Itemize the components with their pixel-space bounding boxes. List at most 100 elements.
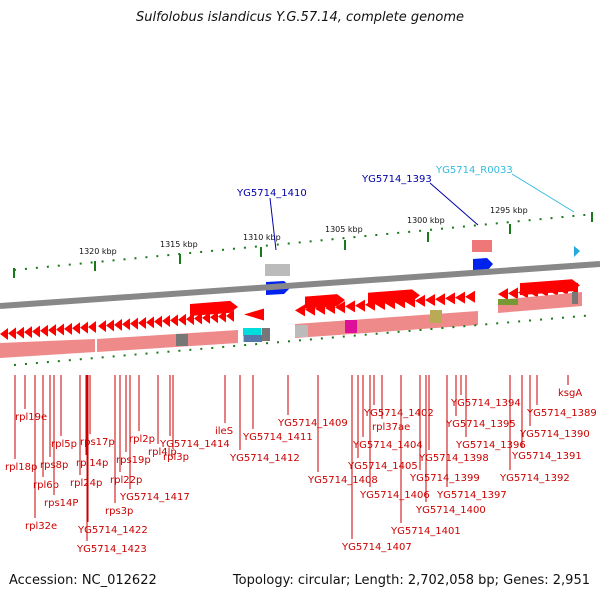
gene-label[interactable]: rpl32e — [25, 521, 57, 532]
gene-label[interactable]: rps19p — [116, 455, 151, 466]
gene-label[interactable]: YG5714_1422 — [77, 525, 148, 536]
reverse-gene-arrow — [385, 297, 395, 310]
gene-arrow-cyan — [574, 246, 580, 257]
gene-label[interactable]: rpl4lp — [148, 447, 177, 458]
gene-label[interactable]: YG5714_1408 — [307, 475, 378, 486]
reverse-gene-arrow — [162, 315, 170, 328]
reverse-gene-arrow — [425, 294, 435, 306]
gene-label[interactable]: YG5714_1402 — [363, 408, 434, 419]
gene-label[interactable]: YG5714_1389 — [526, 408, 597, 419]
gene-label[interactable]: ileS — [215, 426, 233, 437]
upper-labels: YG5714_1410 YG5714_1393 YG5714_R0033 — [236, 165, 575, 251]
gene-label[interactable]: rpl2p — [129, 434, 155, 445]
gene-label[interactable]: rpl5p — [51, 439, 77, 450]
gene-label[interactable]: rpl37ae — [372, 422, 410, 433]
gene-label[interactable]: YG5714_1417 — [119, 492, 190, 503]
gene-label[interactable]: rpl14p — [76, 458, 108, 469]
gene-label[interactable]: rpl6p — [33, 480, 59, 491]
reverse-gene-arrow — [568, 282, 578, 295]
gene-label[interactable]: rpl19e — [15, 412, 47, 423]
reverse-gene-arrow — [48, 324, 56, 337]
gene-label[interactable]: YG5714_1394 — [450, 398, 521, 409]
reverse-gene-arrow — [325, 302, 335, 314]
reverse-gene-arrow — [170, 314, 178, 327]
gene-label[interactable]: YG5714_1407 — [341, 542, 412, 553]
gene-label[interactable]: YG5714_1410 — [236, 188, 307, 199]
gene-label[interactable]: YG5714_1401 — [390, 526, 461, 537]
reverse-gene-arrow — [528, 285, 538, 298]
gene-label[interactable]: YG5714_1414 — [159, 439, 230, 450]
gene-label[interactable]: YG5714_1404 — [352, 440, 423, 451]
reverse-gene-arrow — [88, 320, 96, 333]
reverse-gene-arrow — [146, 316, 154, 329]
gene-label[interactable]: rpl24p — [70, 478, 102, 489]
cds-band-cyan — [243, 328, 261, 336]
leader-line — [269, 197, 277, 251]
cds-band-green — [498, 299, 518, 305]
gene-label[interactable]: YG5714_1406 — [359, 490, 430, 501]
reverse-gene-arrow — [218, 310, 226, 323]
gene-label[interactable]: YG5714_1391 — [511, 451, 582, 462]
gene-label[interactable]: YG5714_1405 — [347, 461, 418, 472]
gene-arrow-blue — [473, 258, 493, 272]
map-title: Sulfolobus islandicus Y.G.57.14, complet… — [136, 10, 464, 25]
cds-band — [498, 292, 582, 313]
reverse-gene-arrow — [395, 296, 405, 309]
reverse-gene-arrow — [305, 303, 315, 316]
gene-label[interactable]: YG5714_1409 — [277, 418, 348, 429]
reverse-gene-arrow — [186, 313, 194, 326]
reverse-gene-arrow — [295, 304, 305, 317]
gene-label[interactable]: YG5714_1423 — [76, 544, 147, 555]
cds-band-grey — [572, 292, 578, 304]
cds-band — [0, 339, 95, 358]
accession-text: Accession: NC_012622 — [9, 573, 157, 588]
cds-band — [295, 311, 478, 338]
reverse-genes — [0, 282, 578, 340]
reverse-gene-arrow — [16, 326, 24, 339]
reverse-gene-arrow — [138, 316, 146, 329]
scale-ticks: 1320 kbp 1315 kbp 1310 kbp 1305 kbp 1300… — [13, 206, 595, 278]
reverse-gene-arrow — [244, 308, 264, 321]
gene-label[interactable]: YG5714_1399 — [409, 473, 480, 484]
gene-label[interactable]: rpl3p — [163, 452, 189, 463]
reverse-gene-arrow — [365, 298, 375, 311]
reverse-gene-arrow — [80, 321, 88, 334]
reverse-gene-arrow — [56, 323, 64, 336]
gene-label[interactable]: YG5714_1390 — [519, 429, 590, 440]
reverse-gene-arrow — [40, 324, 48, 337]
gene-label[interactable]: rps3p — [105, 506, 133, 517]
reverse-gene-arrow — [154, 315, 162, 328]
gene-label[interactable]: YG5714_R0033 — [435, 165, 513, 176]
reverse-gene-arrow — [106, 319, 114, 332]
gene-label[interactable]: YG5714_1412 — [229, 453, 300, 464]
leader-line — [429, 182, 479, 226]
gene-label[interactable]: YG5714_1396 — [455, 440, 526, 451]
gene-label[interactable]: YG5714_1395 — [445, 419, 516, 430]
reverse-gene-arrow — [558, 283, 568, 296]
reverse-gene-arrow — [518, 286, 528, 299]
gene-label[interactable]: YG5714_1397 — [436, 490, 507, 501]
reverse-gene-arrow — [498, 288, 508, 301]
gene-label[interactable]: ksgA — [558, 388, 582, 399]
gene-label[interactable]: YG5714_1392 — [499, 473, 570, 484]
cds-band-olive — [430, 310, 442, 323]
genome-summary: Topology: circular; Length: 2,702,058 bp… — [232, 573, 590, 588]
gene-label[interactable]: rps17p — [80, 437, 115, 448]
gene-label[interactable]: rpl18p — [5, 462, 37, 473]
cds-band-grey — [176, 334, 188, 346]
reverse-gene-arrow — [548, 284, 558, 297]
gene-label[interactable]: rpl22p — [110, 475, 142, 486]
reverse-gene-arrow — [194, 312, 202, 325]
gene-label[interactable]: YG5714_1398 — [418, 453, 489, 464]
kbp-label: 1310 kbp — [243, 233, 281, 242]
gene-label[interactable]: YG5714_1393 — [361, 174, 432, 185]
reverse-gene-arrow — [315, 302, 325, 315]
gene-label[interactable]: YG5714_1411 — [242, 432, 313, 443]
leader-line — [511, 173, 575, 213]
gene-label[interactable]: rps14P — [44, 498, 78, 509]
kbp-label: 1295 kbp — [490, 206, 528, 215]
reverse-gene-arrow — [72, 322, 80, 335]
reverse-gene-arrow — [114, 318, 122, 331]
gene-label[interactable]: YG5714_1400 — [415, 505, 486, 516]
